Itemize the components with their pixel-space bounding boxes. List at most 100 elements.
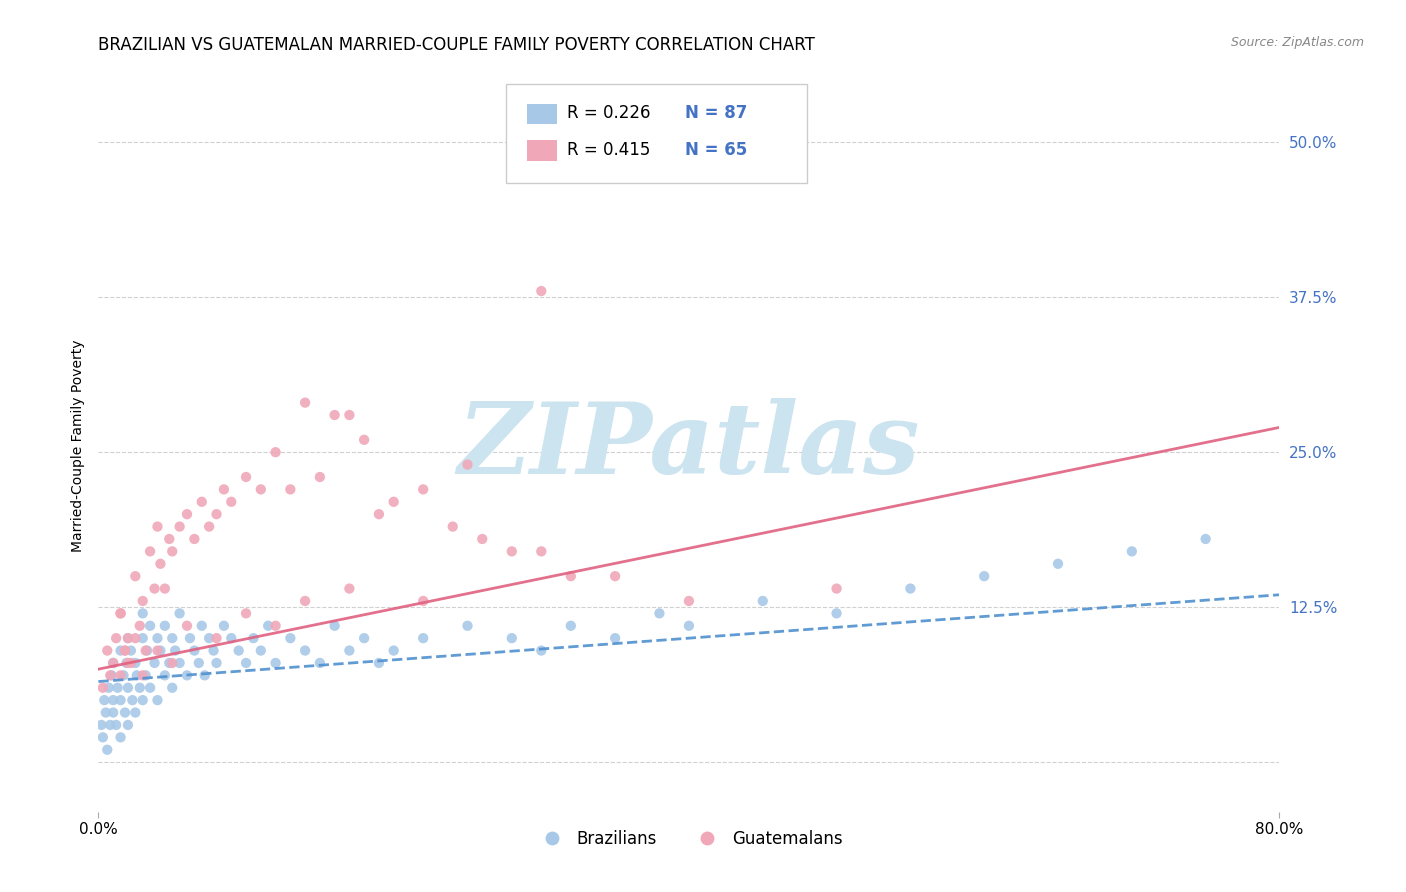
Point xyxy=(530,284,553,298)
Point xyxy=(169,607,191,621)
Point xyxy=(157,532,180,546)
Text: ZIPatlas: ZIPatlas xyxy=(458,398,920,494)
Point xyxy=(1046,557,1070,571)
Point xyxy=(117,718,139,732)
Point xyxy=(257,619,280,633)
Point xyxy=(176,507,198,521)
Point xyxy=(93,693,115,707)
Point xyxy=(110,607,132,621)
Text: N = 65: N = 65 xyxy=(685,141,748,159)
Point xyxy=(176,668,198,682)
Text: BRAZILIAN VS GUATEMALAN MARRIED-COUPLE FAMILY POVERTY CORRELATION CHART: BRAZILIAN VS GUATEMALAN MARRIED-COUPLE F… xyxy=(98,36,815,54)
Point xyxy=(183,643,205,657)
Point xyxy=(412,631,434,645)
Point xyxy=(228,643,250,657)
Point xyxy=(250,643,273,657)
Point xyxy=(110,643,132,657)
Point xyxy=(191,619,214,633)
Point xyxy=(280,483,302,497)
Y-axis label: Married-Couple Family Poverty: Married-Couple Family Poverty xyxy=(72,340,86,552)
Point xyxy=(117,656,139,670)
Point xyxy=(212,619,235,633)
Point xyxy=(117,681,139,695)
Point xyxy=(124,631,146,645)
Point xyxy=(90,718,112,732)
Point xyxy=(98,718,121,732)
Point xyxy=(91,731,114,745)
Point xyxy=(1121,544,1143,558)
Point xyxy=(457,458,479,472)
Point xyxy=(143,582,166,596)
Point xyxy=(103,693,125,707)
Point xyxy=(110,607,132,621)
Point xyxy=(339,408,361,422)
Point xyxy=(120,643,142,657)
Point xyxy=(441,519,464,533)
Point xyxy=(110,731,132,745)
Point xyxy=(264,656,287,670)
Point xyxy=(157,656,180,670)
Point xyxy=(124,569,146,583)
Point xyxy=(135,668,157,682)
Point xyxy=(501,544,523,558)
FancyBboxPatch shape xyxy=(506,84,807,183)
Point xyxy=(501,631,523,645)
Point xyxy=(162,544,183,558)
Point xyxy=(235,656,257,670)
Point xyxy=(117,631,139,645)
Point xyxy=(96,643,118,657)
Point xyxy=(382,495,405,509)
Point xyxy=(124,706,146,720)
Point xyxy=(294,594,316,608)
Point xyxy=(198,519,221,533)
Point xyxy=(412,594,434,608)
Point xyxy=(139,544,162,558)
Point xyxy=(124,656,146,670)
Point xyxy=(605,631,627,645)
Point xyxy=(132,668,155,682)
Point xyxy=(221,495,243,509)
Point xyxy=(103,656,125,670)
Point xyxy=(114,643,136,657)
Point xyxy=(103,656,125,670)
Point xyxy=(120,656,142,670)
Point xyxy=(1195,532,1218,546)
Point xyxy=(149,557,172,571)
Point xyxy=(648,607,671,621)
Point xyxy=(264,619,287,633)
Point xyxy=(678,619,700,633)
Point xyxy=(146,643,169,657)
Point xyxy=(202,643,225,657)
Point xyxy=(560,619,582,633)
Point xyxy=(132,607,155,621)
Point xyxy=(752,594,775,608)
Point xyxy=(146,631,169,645)
Point xyxy=(368,656,391,670)
Point xyxy=(382,643,405,657)
Point xyxy=(183,532,205,546)
Point xyxy=(91,681,114,695)
Point xyxy=(94,706,117,720)
Point xyxy=(339,643,361,657)
Point xyxy=(139,681,162,695)
Point xyxy=(205,656,228,670)
Point xyxy=(825,582,848,596)
Point xyxy=(162,631,183,645)
Point xyxy=(176,619,198,633)
Point xyxy=(98,668,121,682)
Point xyxy=(132,594,155,608)
Point xyxy=(139,619,162,633)
Point xyxy=(530,544,553,558)
Text: R = 0.415: R = 0.415 xyxy=(567,141,651,159)
Point xyxy=(309,470,332,484)
Point xyxy=(412,483,434,497)
Point xyxy=(205,631,228,645)
Point xyxy=(825,607,848,621)
Point xyxy=(353,631,375,645)
Point xyxy=(900,582,922,596)
Point xyxy=(112,668,135,682)
Point xyxy=(135,643,157,657)
Point xyxy=(198,631,221,645)
Point xyxy=(294,643,316,657)
Point xyxy=(107,681,129,695)
